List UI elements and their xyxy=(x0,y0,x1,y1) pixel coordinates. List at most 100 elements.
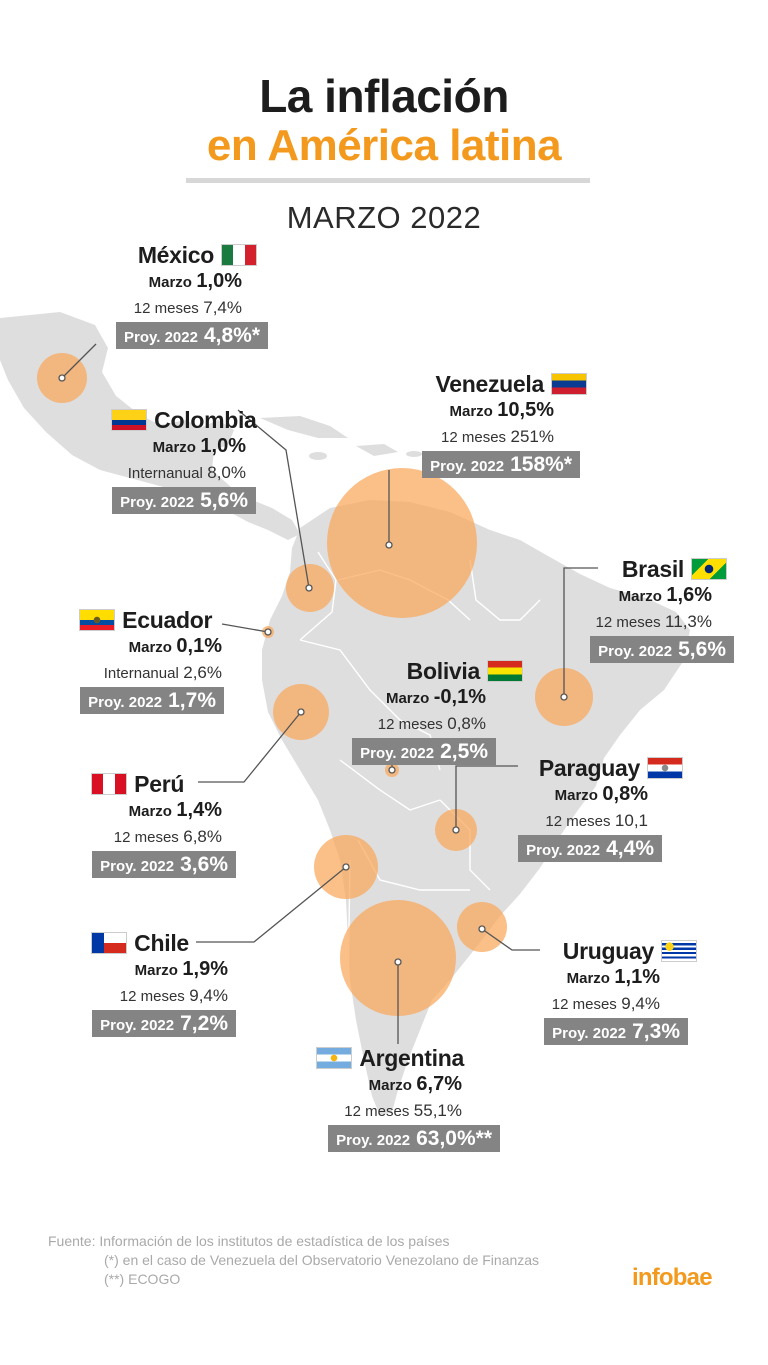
projection-box: Proy. 2022 2,5% xyxy=(352,738,496,765)
annual-label: Internanual xyxy=(127,465,203,482)
projection-box: Proy. 2022 5,6% xyxy=(590,636,734,663)
projection-box: Proy. 2022 63,0%** xyxy=(328,1125,500,1152)
country-name-row: Brasil xyxy=(590,555,726,583)
infobae-logo: infobae xyxy=(632,1264,713,1291)
march-label: Marzo xyxy=(449,403,493,420)
projection-value: 158%* xyxy=(510,453,572,476)
country-name: Ecuador xyxy=(122,607,213,633)
leader-lines xyxy=(61,343,598,1044)
chile-leader xyxy=(196,866,347,943)
march-value: 1,0% xyxy=(196,270,242,292)
annual-label: 12 meses xyxy=(545,813,611,830)
annual-label: 12 meses xyxy=(344,1103,410,1120)
projection-label: Proy. 2022 xyxy=(100,1017,175,1034)
hispaniola-land xyxy=(356,444,398,456)
projection-label: Proy. 2022 xyxy=(526,842,601,859)
colombia-dot xyxy=(305,584,313,592)
paraguay-dot xyxy=(452,826,460,834)
annual-label: 12 meses xyxy=(113,829,179,846)
card-mexico: México Marzo 1,0% 12 meses 7,4% Proy. 20… xyxy=(116,241,268,349)
projection-value: 4,4% xyxy=(606,837,654,860)
annual-row: 12 meses 10,1 xyxy=(518,808,648,834)
projection-value: 5,6% xyxy=(200,489,248,512)
peru-flag-icon xyxy=(92,774,127,794)
annual-row: 12 meses 11,3% xyxy=(590,609,712,635)
border-line xyxy=(469,559,541,621)
annual-label: 12 meses xyxy=(133,300,199,317)
march-value: 1,9% xyxy=(182,958,228,980)
annual-label: 12 meses xyxy=(441,429,507,446)
card-uruguay: Uruguay Marzo 1,1% 12 meses 9,4% Proy. 2… xyxy=(544,937,696,1045)
march-row: Marzo 1,9% xyxy=(92,957,228,983)
annual-row: 12 meses 55,1% xyxy=(317,1098,462,1124)
projection-box: Proy. 2022 158%* xyxy=(422,451,580,478)
subtitle: MARZO 2022 xyxy=(286,200,482,235)
annual-value: 0,8% xyxy=(447,714,486,733)
march-label: Marzo xyxy=(368,1077,412,1094)
projection-label: Proy. 2022 xyxy=(598,643,673,660)
march-label: Marzo xyxy=(385,690,430,707)
mexico-leader xyxy=(61,343,97,379)
country-name: Bolivia xyxy=(406,658,481,684)
cuba-land xyxy=(260,416,348,438)
country-name: México xyxy=(137,242,214,268)
annual-value: 55,1% xyxy=(413,1101,462,1120)
country-name-row: Ecuador xyxy=(80,606,236,634)
annual-value: 7,4% xyxy=(203,298,242,317)
ecuador-leader xyxy=(221,623,269,633)
border-line xyxy=(339,759,441,811)
projection-box: Proy. 2022 4,8%* xyxy=(116,322,268,349)
peru-dot xyxy=(297,708,305,716)
projection-box: Proy. 2022 5,6% xyxy=(112,487,256,514)
projection-label: Proy. 2022 xyxy=(120,494,195,511)
projection-box: Proy. 2022 3,6% xyxy=(92,851,236,878)
projection-label: Proy. 2022 xyxy=(360,745,435,762)
march-value: 1,4% xyxy=(176,799,222,821)
country-name-row: Venezuela xyxy=(422,370,586,398)
annual-label: Internanual xyxy=(103,665,179,682)
ecuador-flag-icon xyxy=(80,610,115,630)
source-line-1: Fuente: Información de los institutos de… xyxy=(48,1233,450,1249)
uruguay-leader xyxy=(481,928,540,951)
card-peru: Perú Marzo 1,4% 12 meses 6,8% Proy. 2022… xyxy=(92,770,236,878)
annual-row: 12 meses 7,4% xyxy=(116,295,242,321)
card-chile: Chile Marzo 1,9% 12 meses 9,4% Proy. 202… xyxy=(92,929,236,1037)
annual-row: Internanual 2,6% xyxy=(80,660,222,686)
card-ecuador: Ecuador Marzo 0,1% Internanual 2,6% Proy… xyxy=(80,606,224,714)
projection-box: Proy. 2022 7,2% xyxy=(92,1010,236,1037)
bolivia-dot xyxy=(388,766,396,774)
projection-value: 63,0%** xyxy=(416,1127,492,1150)
annual-value: 2,6% xyxy=(183,663,222,682)
border-line xyxy=(347,859,361,1101)
march-value: 1,0% xyxy=(200,435,246,457)
projection-value: 3,6% xyxy=(180,853,228,876)
march-row: Marzo 10,5% xyxy=(422,398,554,424)
argentina-flag-icon xyxy=(317,1048,352,1068)
march-row: Marzo 1,0% xyxy=(112,434,246,460)
march-label: Marzo xyxy=(134,962,178,979)
source-line-2: (*) en el caso de Venezuela del Observat… xyxy=(104,1252,540,1268)
annual-value: 9,4% xyxy=(189,986,228,1005)
mexico-dot xyxy=(58,374,66,382)
annual-value: 11,3% xyxy=(665,612,712,631)
brasil-flag-icon xyxy=(692,559,726,579)
jamaica-land xyxy=(309,452,327,460)
projection-value: 1,7% xyxy=(168,689,216,712)
card-paraguay: Paraguay Marzo 0,8% 12 meses 10,1 Proy. … xyxy=(518,754,682,862)
annual-label: 12 meses xyxy=(595,614,661,631)
march-value: -0,1% xyxy=(433,686,486,708)
annual-row: 12 meses 9,4% xyxy=(544,991,660,1017)
projection-box: Proy. 2022 1,7% xyxy=(80,687,224,714)
projection-label: Proy. 2022 xyxy=(552,1025,627,1042)
puerto-rico-land xyxy=(406,451,422,457)
march-label: Marzo xyxy=(152,439,196,456)
country-name: Brasil xyxy=(621,556,684,582)
march-row: Marzo 6,7% xyxy=(317,1072,462,1098)
ecuador-dot xyxy=(264,628,272,636)
projection-box: Proy. 2022 4,4% xyxy=(518,835,662,862)
country-name: Perú xyxy=(134,771,185,797)
march-row: Marzo 1,4% xyxy=(92,798,222,824)
projection-value: 7,3% xyxy=(632,1020,680,1043)
bolivia-flag-icon xyxy=(488,661,522,681)
march-label: Marzo xyxy=(128,639,172,656)
